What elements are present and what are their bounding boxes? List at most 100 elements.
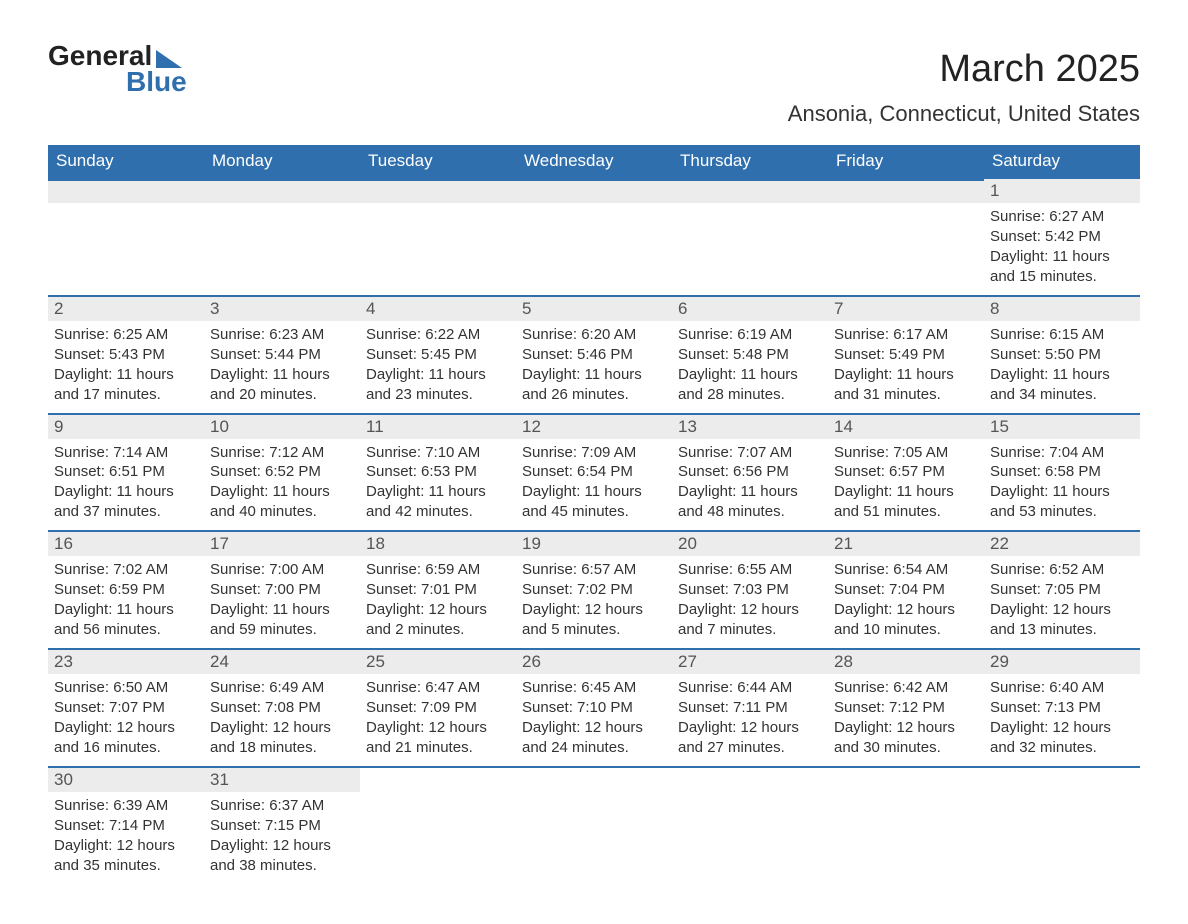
- sunset: Sunset: 6:56 PM: [678, 462, 822, 482]
- day-number: 24: [204, 650, 360, 674]
- sunrise: Sunrise: 7:02 AM: [54, 560, 198, 580]
- sunrise: Sunrise: 6:22 AM: [366, 325, 510, 345]
- day-number: 4: [360, 297, 516, 321]
- calendar-cell: [828, 177, 984, 295]
- calendar-cell: 10Sunrise: 7:12 AMSunset: 6:52 PMDayligh…: [204, 413, 360, 531]
- calendar-cell: 24Sunrise: 6:49 AMSunset: 7:08 PMDayligh…: [204, 648, 360, 766]
- calendar-cell: 12Sunrise: 7:09 AMSunset: 6:54 PMDayligh…: [516, 413, 672, 531]
- sunrise: Sunrise: 6:45 AM: [522, 678, 666, 698]
- sunrise: Sunrise: 7:10 AM: [366, 443, 510, 463]
- day-body: Sunrise: 6:52 AMSunset: 7:05 PMDaylight:…: [984, 556, 1140, 648]
- day-body: Sunrise: 6:39 AMSunset: 7:14 PMDaylight:…: [48, 792, 204, 884]
- daylight: Daylight: 12 hours and 30 minutes.: [834, 718, 978, 758]
- sunset: Sunset: 6:52 PM: [210, 462, 354, 482]
- title-block: March 2025 Ansonia, Connecticut, United …: [788, 40, 1140, 137]
- daylight: Daylight: 12 hours and 38 minutes.: [210, 836, 354, 876]
- calendar-cell: 28Sunrise: 6:42 AMSunset: 7:12 PMDayligh…: [828, 648, 984, 766]
- day-body: Sunrise: 6:40 AMSunset: 7:13 PMDaylight:…: [984, 674, 1140, 766]
- sunset: Sunset: 5:50 PM: [990, 345, 1134, 365]
- sunset: Sunset: 7:03 PM: [678, 580, 822, 600]
- day-number: 29: [984, 650, 1140, 674]
- daylight: Daylight: 12 hours and 18 minutes.: [210, 718, 354, 758]
- daylight: Daylight: 11 hours and 53 minutes.: [990, 482, 1134, 522]
- sunset: Sunset: 7:04 PM: [834, 580, 978, 600]
- sunrise: Sunrise: 7:04 AM: [990, 443, 1134, 463]
- day-number: 21: [828, 532, 984, 556]
- calendar-cell: [360, 766, 516, 884]
- daylight: Daylight: 11 hours and 26 minutes.: [522, 365, 666, 405]
- sunrise: Sunrise: 7:09 AM: [522, 443, 666, 463]
- day-header: Friday: [828, 145, 984, 177]
- calendar-cell: [48, 177, 204, 295]
- sunrise: Sunrise: 6:17 AM: [834, 325, 978, 345]
- day-number: 8: [984, 297, 1140, 321]
- sunset: Sunset: 5:49 PM: [834, 345, 978, 365]
- calendar-cell: 18Sunrise: 6:59 AMSunset: 7:01 PMDayligh…: [360, 530, 516, 648]
- day-number: [516, 766, 672, 790]
- sunrise: Sunrise: 6:25 AM: [54, 325, 198, 345]
- sunrise: Sunrise: 7:07 AM: [678, 443, 822, 463]
- sunset: Sunset: 7:12 PM: [834, 698, 978, 718]
- day-header: Thursday: [672, 145, 828, 177]
- day-body: Sunrise: 6:20 AMSunset: 5:46 PMDaylight:…: [516, 321, 672, 413]
- day-body: [672, 203, 828, 277]
- day-body: Sunrise: 6:25 AMSunset: 5:43 PMDaylight:…: [48, 321, 204, 413]
- sunset: Sunset: 6:54 PM: [522, 462, 666, 482]
- sunrise: Sunrise: 6:54 AM: [834, 560, 978, 580]
- day-body: Sunrise: 6:50 AMSunset: 7:07 PMDaylight:…: [48, 674, 204, 766]
- daylight: Daylight: 11 hours and 48 minutes.: [678, 482, 822, 522]
- daylight: Daylight: 12 hours and 21 minutes.: [366, 718, 510, 758]
- calendar-cell: [360, 177, 516, 295]
- calendar-cell: 14Sunrise: 7:05 AMSunset: 6:57 PMDayligh…: [828, 413, 984, 531]
- day-body: [828, 203, 984, 277]
- day-number: 7: [828, 297, 984, 321]
- calendar-cell: 5Sunrise: 6:20 AMSunset: 5:46 PMDaylight…: [516, 295, 672, 413]
- calendar-cell: [828, 766, 984, 884]
- day-number: 20: [672, 532, 828, 556]
- daylight: Daylight: 11 hours and 56 minutes.: [54, 600, 198, 640]
- daylight: Daylight: 12 hours and 13 minutes.: [990, 600, 1134, 640]
- day-body: [204, 203, 360, 277]
- calendar-cell: [516, 177, 672, 295]
- day-body: [516, 790, 672, 864]
- sunset: Sunset: 6:53 PM: [366, 462, 510, 482]
- sunrise: Sunrise: 6:42 AM: [834, 678, 978, 698]
- day-body: Sunrise: 6:23 AMSunset: 5:44 PMDaylight:…: [204, 321, 360, 413]
- sunrise: Sunrise: 6:52 AM: [990, 560, 1134, 580]
- sunset: Sunset: 7:05 PM: [990, 580, 1134, 600]
- day-number: 26: [516, 650, 672, 674]
- day-number: 19: [516, 532, 672, 556]
- daylight: Daylight: 12 hours and 32 minutes.: [990, 718, 1134, 758]
- day-number: 1: [984, 179, 1140, 203]
- calendar-cell: 4Sunrise: 6:22 AMSunset: 5:45 PMDaylight…: [360, 295, 516, 413]
- day-number: 9: [48, 415, 204, 439]
- day-number: 5: [516, 297, 672, 321]
- day-body: [48, 203, 204, 277]
- calendar-cell: 22Sunrise: 6:52 AMSunset: 7:05 PMDayligh…: [984, 530, 1140, 648]
- sunrise: Sunrise: 6:37 AM: [210, 796, 354, 816]
- calendar-cell: [672, 766, 828, 884]
- sunset: Sunset: 5:44 PM: [210, 345, 354, 365]
- day-number: [672, 179, 828, 203]
- sunset: Sunset: 7:07 PM: [54, 698, 198, 718]
- day-body: Sunrise: 7:05 AMSunset: 6:57 PMDaylight:…: [828, 439, 984, 531]
- day-body: Sunrise: 6:55 AMSunset: 7:03 PMDaylight:…: [672, 556, 828, 648]
- daylight: Daylight: 11 hours and 45 minutes.: [522, 482, 666, 522]
- daylight: Daylight: 12 hours and 10 minutes.: [834, 600, 978, 640]
- day-number: 10: [204, 415, 360, 439]
- day-number: 27: [672, 650, 828, 674]
- day-body: Sunrise: 7:14 AMSunset: 6:51 PMDaylight:…: [48, 439, 204, 531]
- sunset: Sunset: 7:14 PM: [54, 816, 198, 836]
- sunset: Sunset: 7:10 PM: [522, 698, 666, 718]
- calendar-cell: 30Sunrise: 6:39 AMSunset: 7:14 PMDayligh…: [48, 766, 204, 884]
- sunrise: Sunrise: 7:00 AM: [210, 560, 354, 580]
- calendar-cell: 20Sunrise: 6:55 AMSunset: 7:03 PMDayligh…: [672, 530, 828, 648]
- sunset: Sunset: 7:01 PM: [366, 580, 510, 600]
- calendar-cell: 17Sunrise: 7:00 AMSunset: 7:00 PMDayligh…: [204, 530, 360, 648]
- calendar-cell: 27Sunrise: 6:44 AMSunset: 7:11 PMDayligh…: [672, 648, 828, 766]
- day-number: 13: [672, 415, 828, 439]
- sunset: Sunset: 6:57 PM: [834, 462, 978, 482]
- sunset: Sunset: 5:42 PM: [990, 227, 1134, 247]
- day-number: 15: [984, 415, 1140, 439]
- calendar-cell: 3Sunrise: 6:23 AMSunset: 5:44 PMDaylight…: [204, 295, 360, 413]
